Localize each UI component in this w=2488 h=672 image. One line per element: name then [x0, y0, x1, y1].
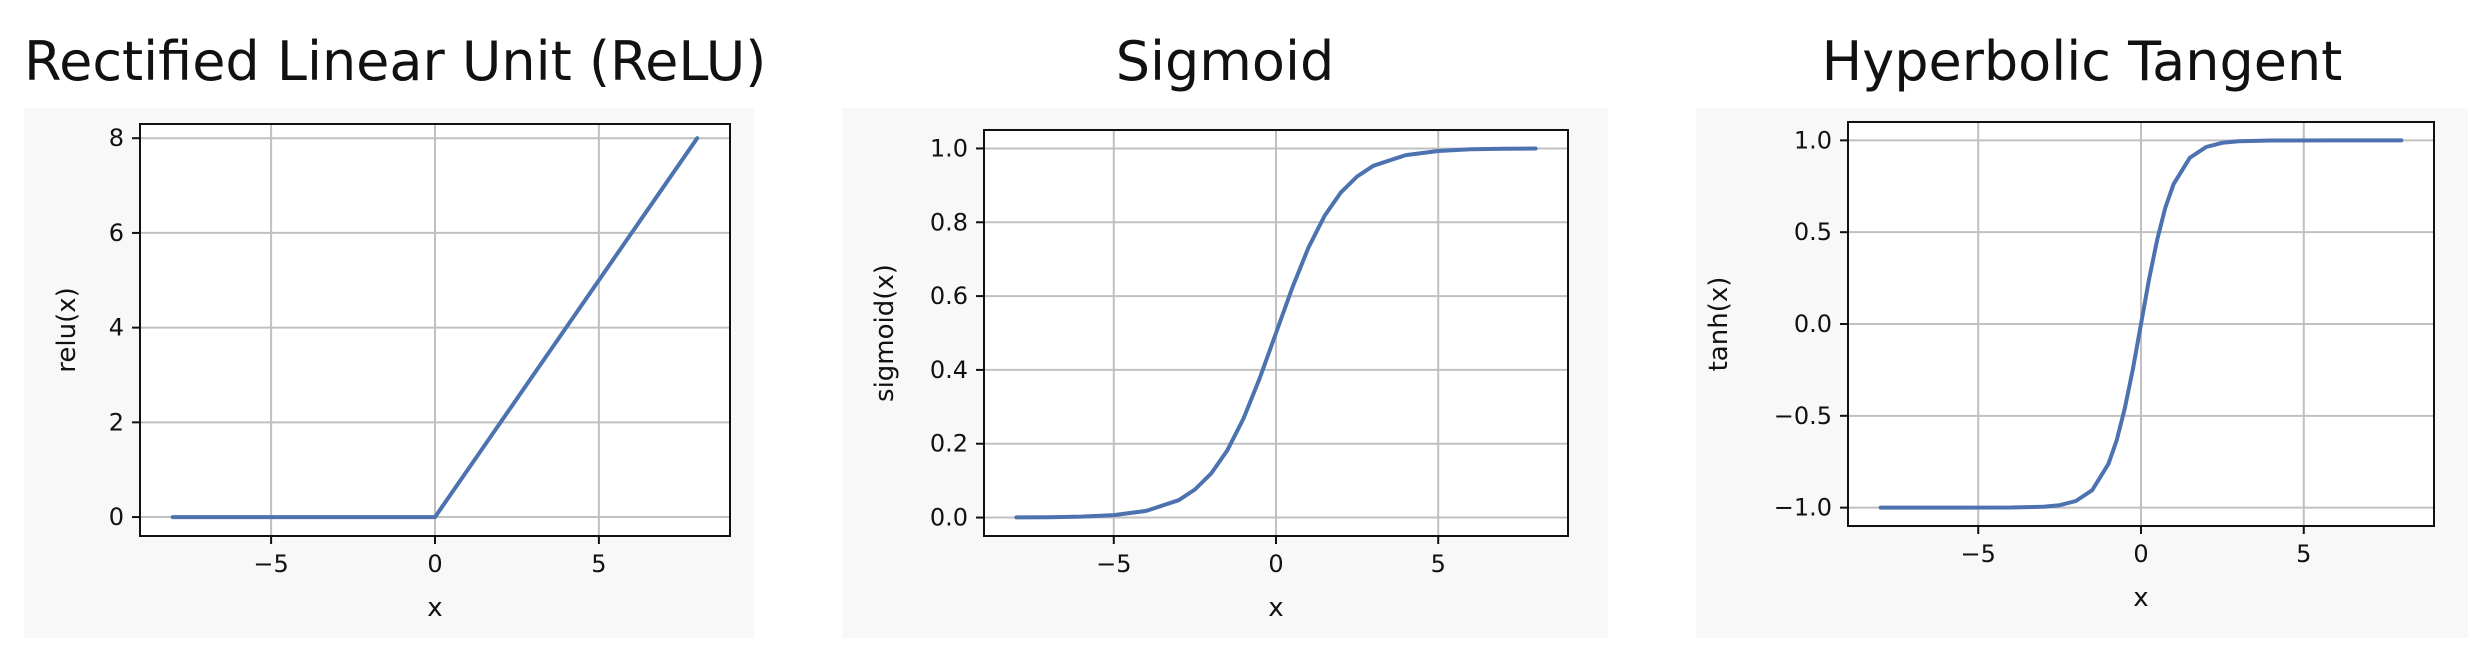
tanh-chart: −5 0 5 −1.0 −0.5 0.0 0.5 1.0 x tanh(x) [1704, 121, 2435, 613]
relu-chart: −5 0 5 0 2 4 6 8 x relu(x) [52, 123, 731, 623]
sigmoid-x-tick-label: 5 [1431, 550, 1446, 578]
relu-series-line [170, 136, 700, 520]
tanh-y-axis-label: tanh(x) [1704, 277, 1734, 372]
tanh-x-tick-label: 5 [2296, 540, 2311, 568]
relu-x-axis-label: x [427, 593, 442, 623]
sigmoid-x-axis-label: x [1268, 593, 1283, 623]
sigmoid-y-tick-label: 0.8 [930, 208, 968, 236]
tanh-y-tick-label: 0.5 [1794, 218, 1832, 246]
sigmoid-y-tick-label: 0.4 [930, 356, 968, 384]
sigmoid-y-tick-label: 1.0 [930, 134, 968, 162]
sigmoid-x-tick-label: 0 [1268, 550, 1283, 578]
sigmoid-y-tick-label: 0.2 [930, 430, 968, 458]
relu-x-tick-label: 5 [591, 550, 606, 578]
relu-chart-title: Rectified Linear Unit (ReLU) [24, 30, 767, 93]
tanh-series-line [1878, 138, 2404, 510]
relu-y-axis-label: relu(x) [52, 287, 82, 373]
tanh-x-tick-label: 0 [2133, 540, 2148, 568]
tanh-x-axis-label: x [2133, 583, 2148, 613]
sigmoid-x-tick-label: −5 [1096, 550, 1131, 578]
tanh-y-tick-label: −1.0 [1774, 494, 1832, 522]
tanh-chart-title: Hyperbolic Tangent [1821, 30, 2343, 93]
tanh-y-tick-label: 1.0 [1794, 126, 1832, 154]
sigmoid-y-tick-label: 0.0 [930, 504, 968, 532]
sigmoid-chart: −5 0 5 0.0 0.2 0.4 0.6 0.8 1.0 x sigmoid(x) [870, 129, 1569, 623]
sigmoid-y-tick-label: 0.6 [930, 282, 968, 310]
relu-y-tick-label: 8 [109, 124, 124, 152]
tanh-y-tick-label: −0.5 [1774, 402, 1832, 430]
tanh-y-tick-label: 0.0 [1794, 310, 1832, 338]
sigmoid-series-line [1014, 146, 1538, 520]
relu-y-tick-label: 2 [109, 408, 124, 436]
relu-y-tick-label: 0 [109, 503, 124, 531]
tanh-x-tick-label: −5 [1961, 540, 1996, 568]
relu-x-tick-label: 0 [427, 550, 442, 578]
sigmoid-y-axis-label: sigmoid(x) [870, 264, 900, 402]
relu-x-tick-label: −5 [253, 550, 288, 578]
sigmoid-chart-title: Sigmoid [1115, 30, 1335, 93]
relu-y-tick-label: 4 [109, 314, 124, 342]
relu-y-tick-label: 6 [109, 219, 124, 247]
